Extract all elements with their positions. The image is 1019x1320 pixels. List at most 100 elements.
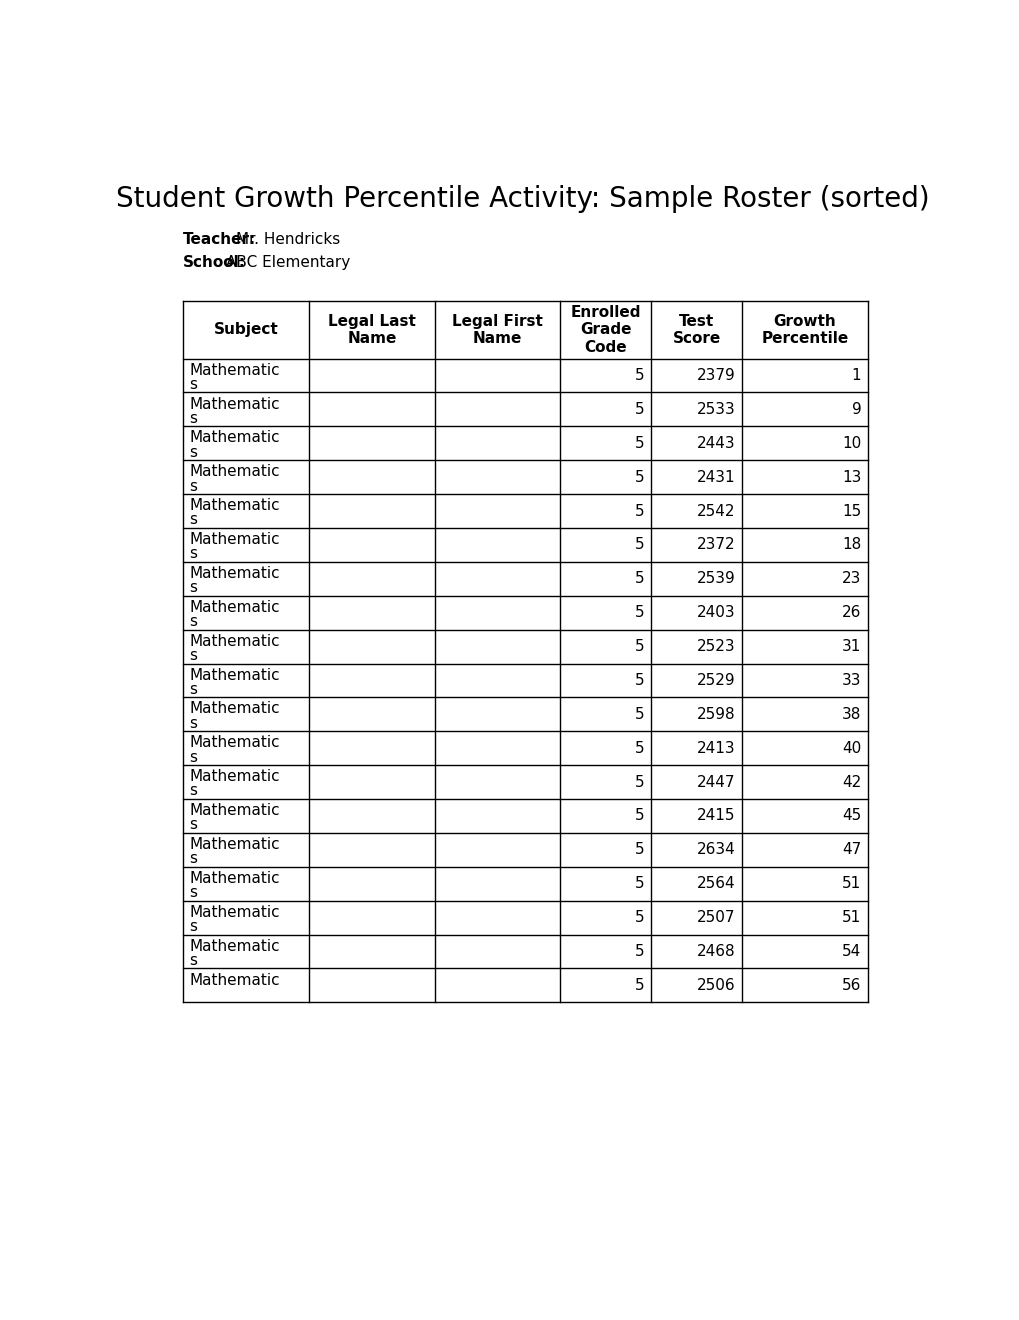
Text: Mathematic: Mathematic (190, 770, 280, 784)
Text: Subject: Subject (214, 322, 278, 337)
Text: 2415: 2415 (697, 808, 735, 824)
Text: 15: 15 (842, 503, 861, 519)
Text: 40: 40 (842, 741, 861, 756)
Text: 42: 42 (842, 775, 861, 789)
Text: s: s (190, 614, 198, 630)
Text: Test
Score: Test Score (672, 314, 720, 346)
Text: 2533: 2533 (696, 401, 735, 417)
Text: Mathematic: Mathematic (190, 837, 280, 851)
Text: 5: 5 (635, 673, 644, 688)
Text: s: s (190, 378, 198, 392)
Text: Mathematic: Mathematic (190, 803, 280, 818)
Text: 2564: 2564 (696, 876, 735, 891)
Text: 51: 51 (842, 909, 861, 925)
Text: 5: 5 (635, 842, 644, 858)
Text: 10: 10 (842, 436, 861, 451)
Text: Mathematic: Mathematic (190, 735, 280, 750)
Text: Mathematic: Mathematic (190, 430, 280, 445)
Text: 2379: 2379 (696, 368, 735, 383)
Text: s: s (190, 886, 198, 900)
Text: 2431: 2431 (696, 470, 735, 484)
Text: 5: 5 (635, 605, 644, 620)
Text: 2443: 2443 (696, 436, 735, 451)
Text: 51: 51 (842, 876, 861, 891)
Text: 38: 38 (842, 706, 861, 722)
Text: School:: School: (183, 255, 246, 269)
Text: 5: 5 (635, 368, 644, 383)
Text: s: s (190, 648, 198, 663)
Text: Mathematic: Mathematic (190, 363, 280, 378)
Text: Mathematic: Mathematic (190, 498, 280, 513)
Text: Mathematic: Mathematic (190, 599, 280, 615)
Text: Growth
Percentile: Growth Percentile (760, 314, 848, 346)
Text: 18: 18 (842, 537, 861, 553)
Text: 2529: 2529 (696, 673, 735, 688)
Text: Enrolled
Grade
Code: Enrolled Grade Code (570, 305, 640, 355)
Text: 1: 1 (851, 368, 861, 383)
Text: 5: 5 (635, 944, 644, 960)
Text: Mathematic: Mathematic (190, 532, 280, 546)
Text: s: s (190, 750, 198, 764)
Text: 23: 23 (842, 572, 861, 586)
Text: s: s (190, 445, 198, 459)
Text: Mathematic: Mathematic (190, 973, 280, 987)
Text: 5: 5 (635, 741, 644, 756)
Text: Legal First
Name: Legal First Name (451, 314, 542, 346)
Text: Mr. Hendricks: Mr. Hendricks (235, 231, 340, 247)
Text: Mathematic: Mathematic (190, 904, 280, 920)
Text: 26: 26 (842, 605, 861, 620)
Text: 47: 47 (842, 842, 861, 858)
Text: 5: 5 (635, 436, 644, 451)
Text: 2523: 2523 (696, 639, 735, 655)
Text: 2598: 2598 (696, 706, 735, 722)
Text: Legal Last
Name: Legal Last Name (327, 314, 416, 346)
Text: 2539: 2539 (696, 572, 735, 586)
Text: 5: 5 (635, 706, 644, 722)
Text: 5: 5 (635, 401, 644, 417)
Text: 2372: 2372 (696, 537, 735, 553)
Text: 2403: 2403 (696, 605, 735, 620)
Text: 2542: 2542 (697, 503, 735, 519)
Text: 5: 5 (635, 978, 644, 993)
Text: 5: 5 (635, 503, 644, 519)
Text: 56: 56 (842, 978, 861, 993)
Text: s: s (190, 919, 198, 935)
Text: s: s (190, 851, 198, 866)
Text: 31: 31 (842, 639, 861, 655)
Text: 5: 5 (635, 775, 644, 789)
Text: 5: 5 (635, 909, 644, 925)
Text: Mathematic: Mathematic (190, 465, 280, 479)
Text: Mathematic: Mathematic (190, 701, 280, 717)
Text: 13: 13 (842, 470, 861, 484)
Text: 5: 5 (635, 639, 644, 655)
Text: s: s (190, 715, 198, 731)
Text: s: s (190, 682, 198, 697)
Text: 9: 9 (851, 401, 861, 417)
Text: s: s (190, 784, 198, 799)
Text: Mathematic: Mathematic (190, 939, 280, 953)
Text: s: s (190, 581, 198, 595)
Text: 33: 33 (841, 673, 861, 688)
Text: 54: 54 (842, 944, 861, 960)
Text: Mathematic: Mathematic (190, 871, 280, 886)
Text: 5: 5 (635, 808, 644, 824)
Text: s: s (190, 546, 198, 561)
Text: Teacher:: Teacher: (183, 231, 257, 247)
Text: 2507: 2507 (697, 909, 735, 925)
Text: s: s (190, 479, 198, 494)
Text: s: s (190, 512, 198, 528)
Text: 5: 5 (635, 470, 644, 484)
Text: 2447: 2447 (697, 775, 735, 789)
Text: s: s (190, 953, 198, 968)
Text: 2413: 2413 (696, 741, 735, 756)
Text: ABC Elementary: ABC Elementary (225, 255, 350, 269)
Text: Mathematic: Mathematic (190, 634, 280, 648)
Text: Mathematic: Mathematic (190, 668, 280, 682)
Text: 2506: 2506 (696, 978, 735, 993)
Text: 5: 5 (635, 876, 644, 891)
Text: 5: 5 (635, 572, 644, 586)
Text: 2468: 2468 (696, 944, 735, 960)
Text: 45: 45 (842, 808, 861, 824)
Text: s: s (190, 817, 198, 833)
Text: 2634: 2634 (696, 842, 735, 858)
